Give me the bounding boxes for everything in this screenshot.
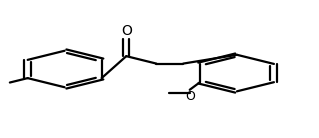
Text: O: O — [121, 24, 132, 38]
Text: O: O — [185, 91, 195, 104]
